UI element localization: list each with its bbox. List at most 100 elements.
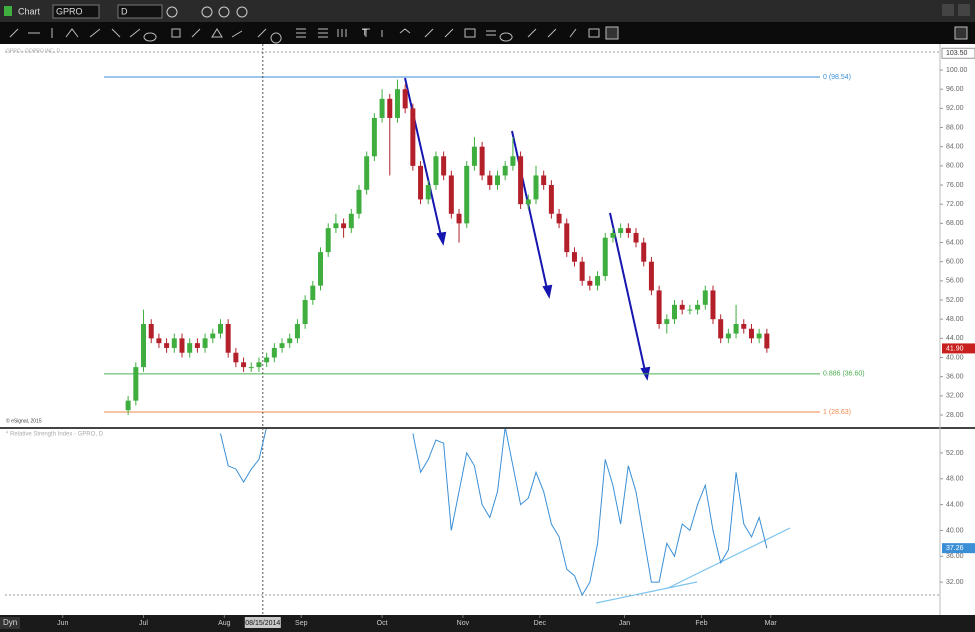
x-tick-label: Oct: [377, 620, 388, 627]
candle-body: [733, 323, 739, 334]
y-tick-label: 68.00: [946, 220, 964, 227]
candle-body: [533, 175, 539, 200]
candle-body: [125, 400, 131, 411]
mode-label[interactable]: Dyn: [3, 618, 17, 627]
panel-title: GPRO - GOPRO INC, D: [6, 48, 61, 54]
candle-body: [271, 347, 277, 358]
y-tick-label: 76.00: [946, 182, 964, 189]
candle-body: [479, 146, 485, 176]
y-tick-label: 60.00: [946, 259, 964, 266]
symbol-input[interactable]: [52, 4, 100, 19]
candle-body: [648, 261, 654, 291]
candle-body: [356, 189, 362, 214]
y-tick-label: 52.00: [946, 297, 964, 304]
top-value-box: [941, 47, 975, 59]
candle-body: [464, 165, 470, 224]
y-tick-label: 56.00: [946, 278, 964, 285]
window-title: Chart: [18, 6, 41, 16]
candle-body: [718, 319, 724, 339]
candle-body: [441, 156, 447, 176]
y-tick-label: 48.00: [946, 476, 964, 483]
y-tick-label: 48.00: [946, 316, 964, 323]
candle-body: [187, 343, 193, 353]
x-tick-label: Jan: [619, 620, 630, 627]
candle-body: [725, 333, 731, 339]
plot: [104, 76, 820, 416]
candle-body: [448, 175, 454, 214]
x-tick-label: Feb: [695, 620, 707, 627]
candle-body: [564, 223, 570, 253]
candle-body: [248, 367, 254, 369]
candle-body: [171, 338, 177, 348]
candle-body: [418, 165, 424, 200]
x-tick-label: Sep: [295, 620, 308, 627]
candle-body: [748, 328, 754, 339]
last-value-box: [942, 543, 975, 554]
y-tick-label: 28.00: [946, 412, 964, 419]
crosshair-label: 08/15/2014: [245, 620, 280, 627]
candle-body: [687, 309, 693, 311]
candle-body: [294, 323, 300, 339]
y-tick-label: 96.00: [946, 86, 964, 93]
candle-body: [548, 185, 554, 214]
y-tick-label: 92.00: [946, 105, 964, 112]
tool-button[interactable]: [218, 6, 230, 18]
x-tick-label: Dec: [534, 620, 547, 627]
interval[interactable]: D: [121, 6, 128, 16]
tool-button[interactable]: [166, 6, 178, 18]
toolbar: [0, 22, 975, 44]
candle-body: [456, 213, 462, 224]
window-button[interactable]: [942, 4, 954, 16]
candle-body: [217, 323, 223, 334]
candle-body: [279, 343, 285, 348]
last-value-label: 41.90: [946, 345, 964, 352]
candle-body: [756, 333, 762, 339]
mode-button[interactable]: [0, 617, 20, 629]
candle-body: [287, 338, 293, 344]
candle-body: [194, 343, 200, 348]
candle-body: [210, 333, 216, 339]
last-value-label: 37.26: [946, 545, 964, 552]
symbol[interactable]: GPRO: [56, 6, 83, 16]
candle-body: [633, 232, 639, 243]
candle-body: [702, 290, 708, 305]
candle-body: [233, 352, 239, 363]
candle-body: [371, 117, 377, 157]
y-tick-label: 32.00: [946, 393, 964, 400]
candle-body: [148, 323, 154, 339]
candle-body: [156, 338, 162, 344]
candle-body: [710, 290, 716, 320]
candle-body: [394, 89, 400, 118]
candle-body: [571, 252, 577, 262]
candle-body: [595, 276, 601, 286]
y-tick-label: 72.00: [946, 201, 964, 208]
candle-body: [225, 323, 231, 353]
candle-body: [610, 232, 616, 238]
interval-input[interactable]: [117, 4, 163, 19]
candle-body: [618, 228, 624, 233]
watermark: © eSignal, 2015: [6, 417, 42, 424]
candle-body: [379, 98, 385, 118]
candle-body: [387, 98, 393, 118]
candle-body: [202, 338, 208, 348]
text-tool[interactable]: T: [362, 27, 368, 37]
y-tick-label: 44.00: [946, 335, 964, 342]
candle-body: [318, 252, 324, 286]
x-tick-label: Aug: [218, 620, 231, 627]
app-icon: [4, 6, 12, 16]
candle-body: [133, 367, 139, 401]
x-tick-label: Jul: [139, 620, 148, 627]
candle-body: [310, 285, 316, 301]
candle-body: [433, 156, 439, 186]
crosshair-box: [244, 617, 281, 628]
window-button[interactable]: [958, 4, 970, 16]
candle-body: [341, 223, 347, 229]
candle-body: [264, 357, 270, 363]
candle-body: [302, 300, 308, 324]
candle-body: [425, 185, 431, 200]
tool-button[interactable]: [236, 6, 248, 18]
tool-button[interactable]: [201, 6, 213, 18]
x-tick-label: Jun: [57, 620, 68, 627]
chart-area: [0, 44, 975, 615]
y-tick-label: 100.00: [946, 67, 968, 74]
